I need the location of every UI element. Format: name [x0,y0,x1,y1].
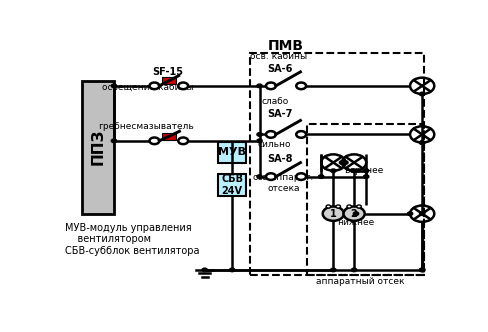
Text: гребнесмазыватель: гребнесмазыватель [98,122,194,131]
Circle shape [296,83,306,89]
Text: нижнее: нижнее [337,218,375,227]
Circle shape [364,175,369,178]
Text: SF-15: SF-15 [153,67,183,77]
Circle shape [344,207,365,221]
Circle shape [351,169,357,173]
Circle shape [296,173,306,180]
Circle shape [364,169,369,173]
Text: СБВ
24V: СБВ 24V [221,174,243,196]
Circle shape [353,212,359,215]
Bar [82,81,114,214]
Text: ПМВ: ПМВ [268,39,304,53]
Circle shape [420,212,425,215]
Circle shape [357,205,361,208]
Bar [307,124,424,275]
Circle shape [229,268,235,272]
Circle shape [347,205,351,208]
Text: МУВ-модуль управления
    вентилятором
СБВ-субблок вентилятора: МУВ-модуль управления вентилятором СБВ-с… [65,223,199,256]
Circle shape [257,175,262,178]
Text: SA-7: SA-7 [267,109,292,119]
Circle shape [420,92,425,96]
Circle shape [149,83,159,89]
Text: аппаратный отсек: аппаратный отсек [316,277,404,286]
Text: освещение кабины: освещение кабины [102,84,194,93]
Circle shape [420,268,425,272]
Circle shape [319,175,324,178]
Bar [218,174,246,196]
Circle shape [111,139,117,143]
Circle shape [407,212,413,215]
Circle shape [420,141,425,144]
Bar [162,77,176,84]
Circle shape [336,205,341,208]
Circle shape [326,205,331,208]
Text: сильно: сильно [258,140,291,149]
Circle shape [178,137,188,144]
Text: ППЗ: ППЗ [90,129,105,165]
Text: МУВ: МУВ [218,147,246,157]
Circle shape [420,141,425,144]
Text: SA-8: SA-8 [267,154,292,164]
Text: 1: 1 [330,209,337,219]
Circle shape [296,131,306,138]
Circle shape [339,161,345,164]
Circle shape [331,169,336,173]
Text: слабо: слабо [261,97,288,106]
Circle shape [111,84,117,88]
Circle shape [266,131,276,138]
Text: осв.аппарат.
отсека: осв.аппарат. отсека [253,173,314,193]
Circle shape [351,268,357,272]
Circle shape [266,173,276,180]
Circle shape [257,139,262,143]
Bar [218,142,246,163]
Circle shape [420,268,425,272]
Text: верхнее: верхнее [344,166,383,175]
Text: SA-6: SA-6 [267,64,292,74]
Circle shape [266,83,276,89]
Circle shape [202,268,207,272]
Circle shape [257,133,262,136]
Bar [162,133,176,139]
Circle shape [257,84,262,88]
Circle shape [343,161,348,164]
Text: осв. кабины: осв. кабины [250,52,307,61]
Circle shape [331,268,336,272]
Circle shape [323,207,344,221]
Text: 2: 2 [351,209,358,219]
Circle shape [178,83,188,89]
Bar [250,52,424,275]
Circle shape [149,137,159,144]
